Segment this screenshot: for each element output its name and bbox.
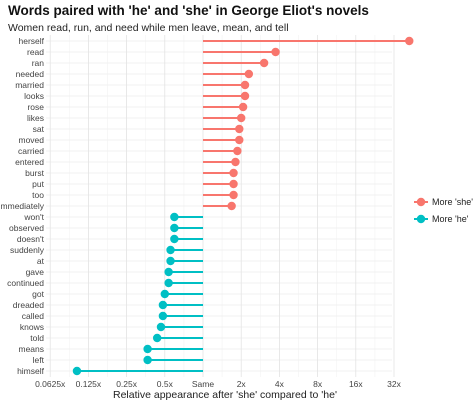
- legend-key-dot: [416, 214, 426, 224]
- x-tick-label: 2x: [237, 379, 247, 389]
- x-tick-label: Same: [192, 379, 214, 389]
- y-tick-label: dreaded: [13, 300, 44, 310]
- y-axis-labels: herselfreadranneededmarriedlooksroselike…: [0, 36, 45, 376]
- legend-label: More 'he': [432, 214, 469, 224]
- chart-title: Words paired with 'he' and 'she' in Geor…: [8, 3, 369, 18]
- y-tick-label: likes: [27, 113, 44, 123]
- legend-label: More 'she': [432, 197, 473, 207]
- y-tick-label: got: [32, 289, 44, 299]
- x-tick-label: 0.125x: [76, 379, 102, 389]
- point-immediately: [227, 201, 236, 211]
- x-tick-label: 0.25x: [116, 379, 138, 389]
- y-tick-label: himself: [17, 366, 45, 376]
- point-means: [143, 344, 152, 354]
- y-tick-label: too: [32, 190, 44, 200]
- y-tick-label: suddenly: [10, 245, 45, 255]
- y-tick-label: entered: [15, 157, 44, 167]
- point-suddenly: [166, 245, 175, 255]
- point-got: [160, 289, 169, 299]
- x-axis-title: Relative appearance after 'she' compared…: [113, 389, 337, 401]
- y-tick-label: gave: [26, 267, 45, 277]
- point-continued: [164, 278, 173, 288]
- y-tick-label: means: [18, 344, 44, 354]
- point-rose: [238, 102, 248, 112]
- y-tick-label: moved: [18, 135, 44, 145]
- point-sat: [235, 124, 244, 134]
- point-burst: [229, 168, 238, 178]
- x-axis-labels: 0.0625x 0.125x 0.25x 0.5x Same 2x 4x 8x 16x 32x: [35, 379, 402, 389]
- y-tick-label: looks: [24, 91, 44, 101]
- point-won't: [170, 212, 179, 222]
- y-tick-label: sat: [33, 124, 45, 134]
- point-observed: [170, 223, 179, 233]
- point-gave: [164, 267, 173, 277]
- point-carried: [233, 146, 242, 156]
- y-tick-label: observed: [9, 223, 44, 233]
- lollipop-points: [72, 36, 414, 376]
- y-tick-label: immediately: [0, 201, 45, 211]
- y-tick-label: continued: [7, 278, 44, 288]
- y-tick-label: read: [27, 47, 44, 57]
- legend-key-dot: [416, 197, 426, 207]
- y-tick-label: needed: [16, 69, 45, 79]
- point-read: [271, 47, 280, 57]
- point-looks: [240, 91, 250, 101]
- point-knows: [156, 322, 166, 332]
- x-tick-label: 32x: [387, 379, 401, 389]
- legend: More 'she' More 'he': [414, 197, 473, 224]
- x-tick-label: 4x: [275, 379, 285, 389]
- point-married: [240, 80, 250, 90]
- y-tick-label: won't: [23, 212, 44, 222]
- point-ran: [259, 58, 269, 68]
- point-at: [166, 256, 175, 266]
- y-tick-label: left: [33, 355, 45, 365]
- x-tick-label: 0.0625x: [35, 379, 66, 389]
- y-tick-label: doesn't: [17, 234, 45, 244]
- y-tick-label: put: [32, 179, 44, 189]
- point-doesn't: [170, 234, 179, 244]
- point-needed: [244, 69, 254, 79]
- point-likes: [237, 113, 246, 123]
- x-tick-label: 8x: [313, 379, 323, 389]
- y-tick-label: called: [22, 311, 44, 321]
- point-called: [158, 311, 168, 321]
- y-tick-label: ran: [32, 58, 45, 68]
- y-tick-label: carried: [18, 146, 44, 156]
- x-tick-label: 16x: [349, 379, 363, 389]
- point-entered: [231, 157, 240, 167]
- point-himself: [72, 366, 82, 376]
- y-tick-label: married: [15, 80, 44, 90]
- x-tick-label: 0.5x: [157, 379, 174, 389]
- lollipop-stems: [76, 40, 410, 372]
- point-too: [229, 190, 238, 200]
- y-tick-label: at: [37, 256, 45, 266]
- y-tick-label: told: [30, 333, 44, 343]
- chart-subtitle: Women read, run, and need while men leav…: [8, 22, 289, 34]
- y-tick-label: rose: [27, 102, 44, 112]
- y-tick-label: herself: [18, 36, 44, 46]
- y-tick-label: burst: [25, 168, 45, 178]
- point-told: [152, 333, 162, 343]
- point-herself: [405, 36, 414, 46]
- point-dreaded: [158, 300, 168, 310]
- point-left: [143, 355, 152, 365]
- point-moved: [235, 135, 244, 145]
- point-put: [229, 179, 238, 189]
- y-tick-label: knows: [20, 322, 44, 332]
